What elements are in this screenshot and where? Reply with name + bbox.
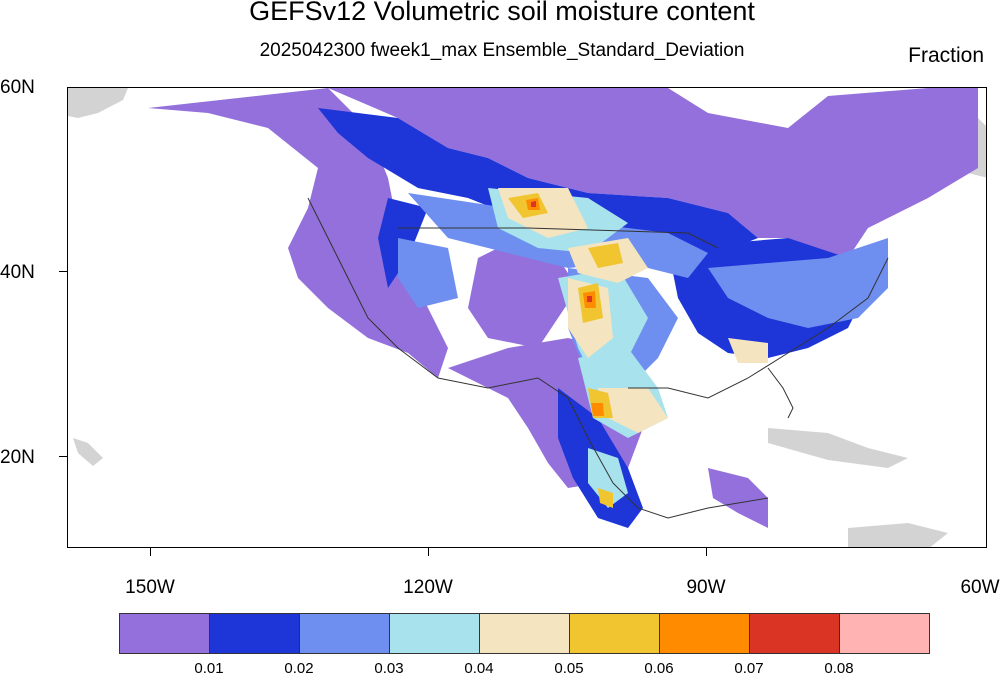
map-subtitle: 2025042300 fweek1_max Ensemble_Standard_… bbox=[259, 40, 745, 61]
colorbar-box bbox=[570, 614, 660, 653]
colorbar-box bbox=[480, 614, 570, 653]
colorbar-label: 0.07 bbox=[734, 660, 764, 677]
lat-label-20n: 20N bbox=[0, 447, 35, 468]
map-title: GEFSv12 Volumetric soil moisture content bbox=[249, 0, 755, 26]
colorbar-box bbox=[390, 614, 480, 653]
tick-mark bbox=[150, 548, 151, 556]
colorbar-box bbox=[120, 614, 210, 653]
spread-0.07-0.08 bbox=[531, 201, 592, 302]
colorbar-box bbox=[840, 614, 929, 653]
tick-mark bbox=[706, 548, 707, 556]
colorbar-box bbox=[300, 614, 390, 653]
lon-label-150w: 150W bbox=[125, 577, 175, 598]
coastlines bbox=[307, 197, 889, 519]
soil-moisture-map bbox=[68, 88, 986, 547]
colorbar-label: 0.04 bbox=[464, 660, 494, 677]
lat-label-40n: 40N bbox=[0, 262, 35, 283]
lat-label-60n: 60N bbox=[0, 77, 35, 98]
tick-mark bbox=[59, 271, 67, 272]
colorbar-label: 0.03 bbox=[374, 660, 404, 677]
colorbar-box bbox=[660, 614, 750, 653]
tick-mark bbox=[428, 548, 429, 556]
colorbar-box bbox=[210, 614, 300, 653]
colorbar-label: 0.06 bbox=[644, 660, 674, 677]
colorbar-label: 0.02 bbox=[284, 660, 314, 677]
colorbar-box bbox=[750, 614, 840, 653]
tick-mark bbox=[59, 456, 67, 457]
lon-label-90w: 90W bbox=[686, 577, 726, 598]
colorbar-label: 0.01 bbox=[194, 660, 224, 677]
map-frame bbox=[67, 87, 987, 548]
units-label: Fraction bbox=[908, 44, 984, 67]
colorbar-label: 0.08 bbox=[824, 660, 854, 677]
colorbar-label: 0.05 bbox=[554, 660, 584, 677]
colorbar bbox=[119, 613, 930, 654]
lon-label-60w: 60W bbox=[960, 577, 1000, 598]
lon-label-120w: 120W bbox=[403, 577, 453, 598]
